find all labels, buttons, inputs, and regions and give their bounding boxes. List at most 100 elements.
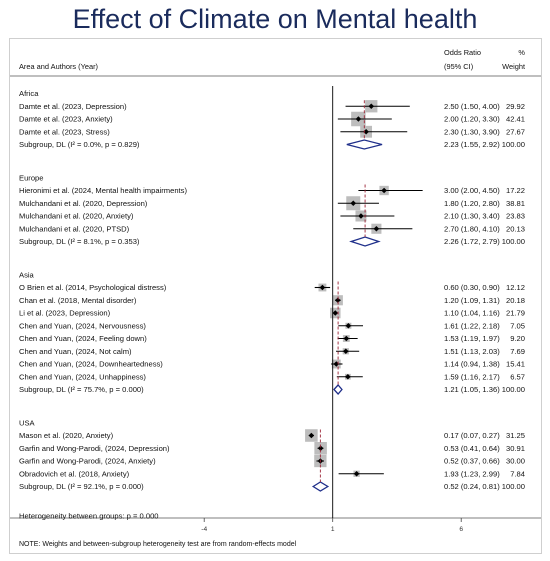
column-header-or: Odds Ratio [444, 48, 481, 57]
odds-ratio-text: 1.20 (1.09, 1.31) [444, 296, 500, 305]
odds-ratio-text: 2.10 (1.30, 3.40) [444, 212, 500, 221]
group-heading: Europe [19, 173, 44, 182]
subgroup-or-text: 1.21 (1.05, 1.36) [444, 385, 500, 394]
point-estimate [335, 297, 341, 304]
study-label: Garfin and Wong-Parodi, (2024, Anxiety) [19, 457, 156, 466]
weight-text: 12.12 [506, 283, 525, 292]
subgroup-label: Subgroup, DL (I² = 0.0%, p = 0.829) [19, 140, 140, 149]
odds-ratio-text: 1.59 (1.16, 2.17) [444, 372, 500, 381]
study-label: Chan et al. (2018, Mental disorder) [19, 296, 137, 305]
weight-text: 20.18 [506, 296, 525, 305]
point-estimate [350, 200, 357, 207]
odds-ratio-text: 0.60 (0.30, 0.90) [444, 283, 500, 292]
odds-ratio-text: 0.53 (0.41, 0.64) [444, 444, 500, 453]
point-estimate [343, 335, 350, 342]
odds-ratio-text: 2.50 (1.50, 4.00) [444, 102, 500, 111]
forest-plot: Area and Authors (Year) Odds Ratio (95% … [10, 48, 541, 548]
subgroup-label: Subgroup, DL (I² = 75.7%, p = 0.000) [19, 385, 144, 394]
point-estimate [358, 213, 364, 219]
study-label: Damte et al. (2023, Depression) [19, 102, 127, 111]
weight-text: 9.20 [510, 334, 525, 343]
study-label: Chen and Yuan, (2024, Feeling down) [19, 334, 147, 343]
heterogeneity-text: Heterogeneity between groups: p = 0.000 [19, 511, 159, 520]
study-label: Obradovich et al. (2018, Anxiety) [19, 469, 130, 478]
study-label: Mason et al. (2020, Anxiety) [19, 431, 114, 440]
odds-ratio-text: 1.51 (1.13, 2.03) [444, 347, 500, 356]
subgroup-or-text: 2.26 (1.72, 2.79) [444, 237, 500, 246]
odds-ratio-text: 2.70 (1.80, 4.10) [444, 224, 500, 233]
weight-text: 6.57 [510, 372, 525, 381]
group-heading: Africa [19, 89, 39, 98]
odds-ratio-text: 1.80 (1.20, 2.80) [444, 199, 500, 208]
study-label: Damte et al. (2023, Stress) [19, 127, 110, 136]
point-estimate [368, 103, 375, 110]
subgroup-weight-text: 100.00 [502, 482, 525, 491]
study-label: Hieronimi et al. (2024, Mental health im… [19, 186, 187, 195]
subgroup-diamond [311, 481, 330, 492]
group-heading: Asia [19, 270, 35, 279]
group-heading: USA [19, 418, 36, 427]
odds-ratio-text: 1.10 (1.04, 1.16) [444, 309, 500, 318]
weight-text: 29.92 [506, 102, 525, 111]
odds-ratio-text: 1.61 (1.22, 2.18) [444, 321, 500, 330]
point-estimate [332, 310, 339, 316]
subgroup-weight-text: 100.00 [502, 237, 525, 246]
point-estimate [319, 284, 326, 291]
study-label: O Brien et al. (2014, Psychological dist… [19, 283, 167, 292]
weight-text: 21.79 [506, 309, 525, 318]
chart-title: Effect of Climate on Mental health [72, 4, 478, 34]
weight-text: 23.83 [506, 212, 525, 221]
weight-text: 7.69 [510, 347, 525, 356]
weight-text: 7.05 [510, 321, 525, 330]
subgroup-diamond [349, 236, 381, 247]
odds-ratio-text: 1.14 (0.94, 1.38) [444, 360, 500, 369]
study-label: Chen and Yuan, (2024, Nervousness) [19, 321, 146, 330]
odds-ratio-text: 2.30 (1.30, 3.90) [444, 127, 500, 136]
weight-text: 38.81 [506, 199, 525, 208]
weight-text: 27.67 [506, 127, 525, 136]
study-label: Mulchandani et al. (2020, Anxiety) [19, 212, 134, 221]
column-header-weight: Weight [502, 62, 525, 71]
point-estimate [308, 432, 315, 439]
weight-text: 31.25 [506, 431, 525, 440]
study-label: Chen and Yuan, (2024, Unhappiness) [19, 372, 146, 381]
subgroup-label: Subgroup, DL (I² = 8.1%, p = 0.353) [19, 237, 140, 246]
weight-text: 30.00 [506, 457, 525, 466]
study-label: Mulchandani et al. (2020, Depression) [19, 199, 148, 208]
study-label: Chen and Yuan, (2024, Downheartedness) [19, 360, 163, 369]
weight-text: 30.91 [506, 444, 525, 453]
odds-ratio-text: 0.17 (0.07, 0.27) [444, 431, 500, 440]
study-label: Damte et al. (2023, Anxiety) [19, 115, 113, 124]
study-label: Garfin and Wong-Parodi, (2024, Depressio… [19, 444, 170, 453]
subgroup-or-text: 0.52 (0.24, 0.81) [444, 482, 500, 491]
weight-text: 20.13 [506, 224, 525, 233]
point-estimate [345, 373, 351, 380]
odds-ratio-text: 2.00 (1.20, 3.30) [444, 115, 500, 124]
weight-text: 7.84 [510, 469, 525, 478]
point-estimate [355, 116, 362, 122]
point-estimate [373, 225, 380, 232]
column-header-study: Area and Authors (Year) [19, 62, 98, 71]
odds-ratio-text: 0.52 (0.37, 0.66) [444, 457, 500, 466]
point-estimate [317, 445, 324, 452]
subgroup-weight-text: 100.00 [502, 385, 525, 394]
x-tick-label: 1 [331, 526, 335, 533]
column-header-ci: (95% CI) [444, 62, 473, 71]
point-estimate [381, 187, 387, 194]
point-estimate [343, 348, 349, 355]
column-header-weight-pct: % [518, 48, 525, 57]
x-tick-label: 6 [459, 526, 463, 533]
point-estimate [353, 470, 360, 477]
subgroup-weight-text: 100.00 [502, 140, 525, 149]
odds-ratio-text: 1.53 (1.19, 1.97) [444, 334, 500, 343]
odds-ratio-text: 3.00 (2.00, 4.50) [444, 186, 500, 195]
subgroup-diamond [333, 384, 343, 395]
subgroup-label: Subgroup, DL (I² = 92.1%, p = 0.000) [19, 482, 144, 491]
subgroup-diamond [346, 139, 383, 150]
weight-text: 42.41 [506, 115, 525, 124]
study-label: Li et al. (2023, Depression) [19, 309, 111, 318]
odds-ratio-text: 1.93 (1.23, 2.99) [444, 469, 500, 478]
study-label: Chen and Yuan, (2024, Not calm) [19, 347, 132, 356]
forest-plot-frame: Area and Authors (Year) Odds Ratio (95% … [9, 38, 542, 554]
subgroup-or-text: 2.23 (1.55, 2.92) [444, 140, 500, 149]
